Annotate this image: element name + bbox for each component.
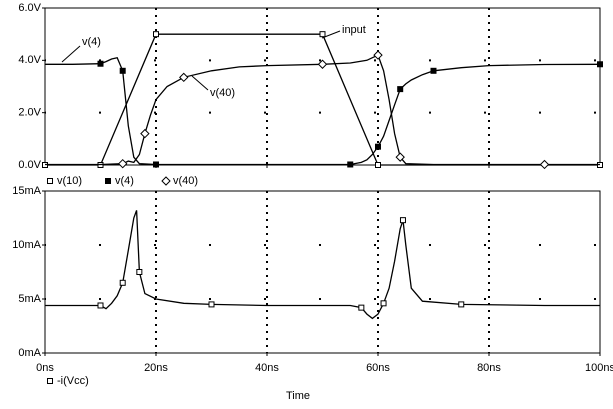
annotation-leader bbox=[61, 45, 81, 63]
data-point bbox=[395, 152, 405, 162]
x-tick-label: 20ns bbox=[144, 362, 168, 374]
data-point bbox=[140, 128, 150, 139]
annotation: v(40) bbox=[210, 87, 235, 99]
annotation: v(4) bbox=[82, 36, 101, 48]
data-point bbox=[375, 143, 381, 150]
annotation-leader bbox=[321, 30, 341, 39]
legend-marker bbox=[161, 176, 171, 186]
y-tick-label: 4.0V bbox=[18, 54, 41, 66]
x-tick-label: 60ns bbox=[366, 362, 390, 374]
y-tick-label: 15mA bbox=[12, 185, 41, 197]
annotation-leader bbox=[191, 75, 209, 91]
data-point bbox=[117, 158, 128, 169]
legend-marker bbox=[105, 178, 111, 184]
data-point bbox=[397, 86, 404, 93]
legend-marker bbox=[47, 378, 53, 384]
x-tick-label: 40ns bbox=[255, 362, 279, 374]
data-point bbox=[97, 60, 104, 67]
x-tick-label: 100ns bbox=[585, 362, 613, 374]
x-axis-title: Time bbox=[286, 390, 310, 402]
x-tick-label: 0ns bbox=[36, 362, 54, 374]
data-point bbox=[458, 301, 465, 308]
data-point bbox=[179, 72, 189, 83]
y-tick-label: 6.0V bbox=[18, 2, 41, 14]
annotation: input bbox=[342, 24, 366, 36]
data-point bbox=[97, 302, 104, 309]
y-tick-label: 10mA bbox=[12, 239, 41, 251]
data-point bbox=[358, 304, 365, 311]
data-point bbox=[375, 162, 381, 168]
data-point bbox=[347, 161, 354, 168]
data-point bbox=[153, 161, 159, 168]
series-line bbox=[45, 56, 601, 166]
series-line bbox=[45, 210, 600, 320]
data-point bbox=[136, 269, 143, 275]
data-point bbox=[597, 61, 603, 68]
legend-label: -i(Vcc) bbox=[57, 375, 89, 387]
legend-label: v(4) bbox=[115, 175, 134, 187]
data-point bbox=[399, 217, 406, 224]
data-point bbox=[208, 301, 215, 308]
y-tick-label: 0mA bbox=[18, 347, 41, 359]
y-tick-label: 5mA bbox=[18, 293, 41, 305]
plot-frame bbox=[44, 190, 601, 354]
data-point bbox=[319, 31, 326, 38]
legend-label: v(10) bbox=[57, 175, 82, 187]
series-line bbox=[45, 54, 600, 166]
legend-label: v(40) bbox=[173, 175, 198, 187]
y-tick-label: 2.0V bbox=[18, 107, 41, 119]
series-line bbox=[45, 33, 600, 166]
data-point bbox=[153, 31, 159, 38]
legend-marker bbox=[47, 178, 53, 184]
data-point bbox=[119, 67, 126, 74]
y-tick-label: 0.0V bbox=[18, 159, 41, 171]
data-point bbox=[317, 59, 328, 69]
x-tick-label: 80ns bbox=[477, 362, 501, 374]
data-point bbox=[373, 50, 383, 60]
data-point bbox=[430, 67, 437, 74]
data-point bbox=[119, 279, 126, 286]
data-point bbox=[380, 300, 387, 307]
data-point bbox=[539, 159, 550, 170]
